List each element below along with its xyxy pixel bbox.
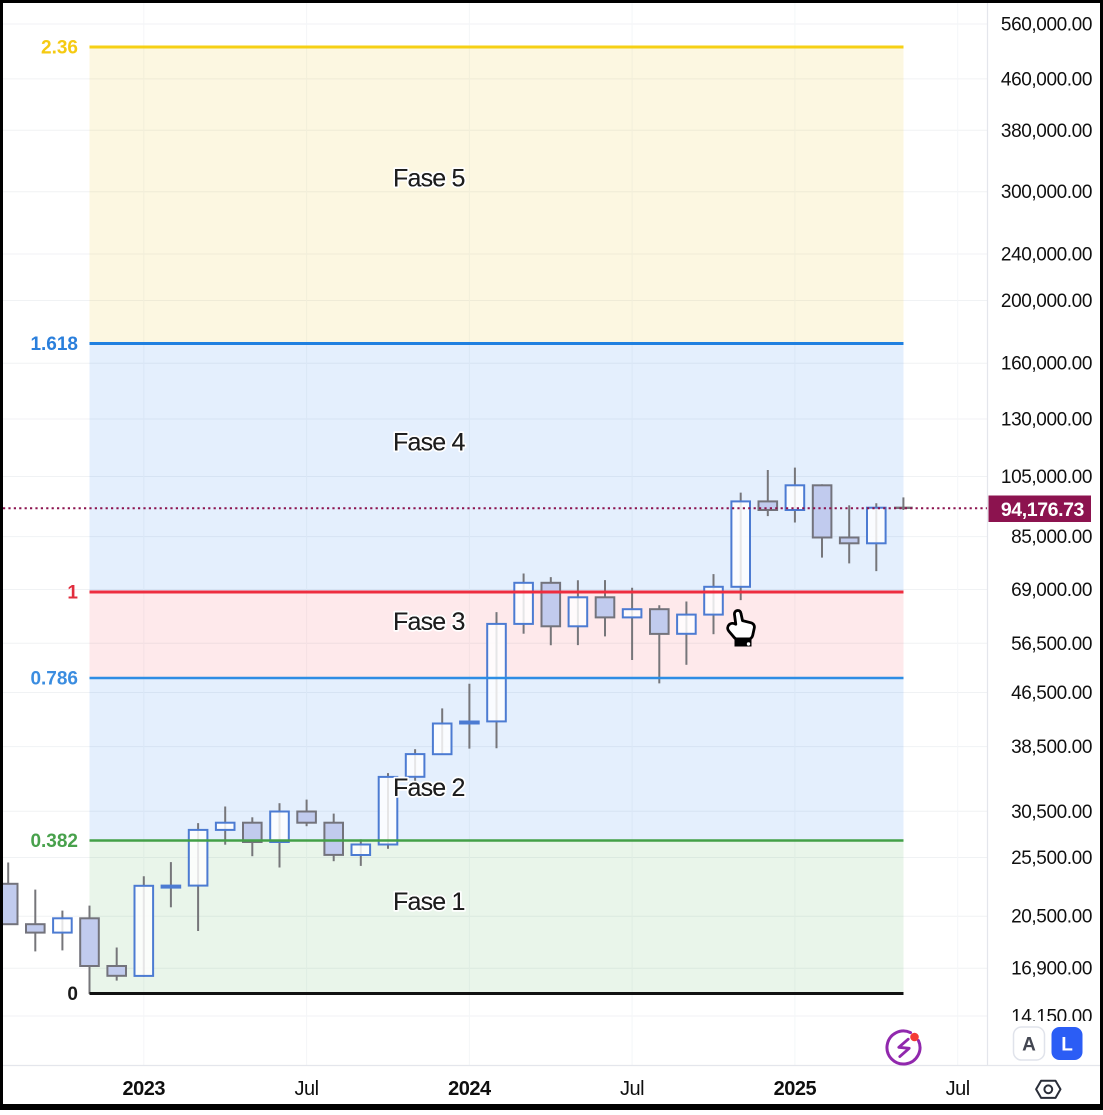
svg-text:1.618: 1.618 bbox=[30, 334, 78, 355]
svg-text:2024: 2024 bbox=[448, 1078, 492, 1100]
svg-text:46,500.00: 46,500.00 bbox=[1011, 683, 1092, 704]
svg-text:Jul: Jul bbox=[946, 1078, 970, 1100]
svg-text:Fase 2: Fase 2 bbox=[393, 774, 465, 802]
svg-text:Fase 4: Fase 4 bbox=[393, 429, 466, 457]
svg-text:Fase 3: Fase 3 bbox=[393, 608, 465, 636]
svg-text:38,500.00: 38,500.00 bbox=[1011, 737, 1092, 758]
svg-text:Fase 2: Fase 2 bbox=[393, 774, 465, 802]
svg-text:105,000.00: 105,000.00 bbox=[1001, 467, 1092, 488]
svg-text:Fase 4: Fase 4 bbox=[393, 429, 466, 457]
svg-text:Fase 3: Fase 3 bbox=[393, 608, 465, 636]
svg-text:Fase 1: Fase 1 bbox=[393, 888, 465, 916]
svg-text:Fase 5: Fase 5 bbox=[393, 165, 465, 193]
svg-text:380,000.00: 380,000.00 bbox=[1001, 121, 1092, 142]
svg-text:0: 0 bbox=[67, 984, 78, 1005]
svg-text:30,500.00: 30,500.00 bbox=[1011, 802, 1092, 823]
svg-text:200,000.00: 200,000.00 bbox=[1001, 291, 1092, 312]
svg-text:16,900.00: 16,900.00 bbox=[1011, 959, 1092, 980]
svg-text:240,000.00: 240,000.00 bbox=[1001, 245, 1092, 266]
svg-text:160,000.00: 160,000.00 bbox=[1001, 354, 1092, 375]
svg-text:130,000.00: 130,000.00 bbox=[1001, 410, 1092, 431]
svg-text:85,000.00: 85,000.00 bbox=[1011, 527, 1092, 548]
svg-text:20,500.00: 20,500.00 bbox=[1011, 907, 1092, 928]
svg-text:Jul: Jul bbox=[620, 1078, 644, 1100]
svg-text:A: A bbox=[1022, 1035, 1036, 1056]
svg-text:Fase 1: Fase 1 bbox=[393, 888, 465, 916]
svg-text:56,500.00: 56,500.00 bbox=[1011, 634, 1092, 655]
svg-text:L: L bbox=[1061, 1035, 1073, 1056]
svg-text:69,000.00: 69,000.00 bbox=[1011, 580, 1092, 601]
svg-text:1: 1 bbox=[67, 583, 78, 604]
svg-text:25,500.00: 25,500.00 bbox=[1011, 848, 1092, 869]
svg-text:Fase 5: Fase 5 bbox=[393, 165, 465, 193]
svg-text:0.382: 0.382 bbox=[30, 831, 78, 852]
svg-text:0.786: 0.786 bbox=[30, 669, 78, 690]
svg-text:94,176.73: 94,176.73 bbox=[1001, 499, 1085, 521]
svg-text:300,000.00: 300,000.00 bbox=[1001, 182, 1092, 203]
svg-text:460,000.00: 460,000.00 bbox=[1001, 69, 1092, 90]
svg-text:Jul: Jul bbox=[295, 1078, 319, 1100]
svg-text:2.36: 2.36 bbox=[41, 38, 78, 59]
svg-text:560,000.00: 560,000.00 bbox=[1001, 15, 1092, 36]
svg-text:2023: 2023 bbox=[123, 1078, 166, 1100]
svg-text:2025: 2025 bbox=[774, 1078, 817, 1100]
